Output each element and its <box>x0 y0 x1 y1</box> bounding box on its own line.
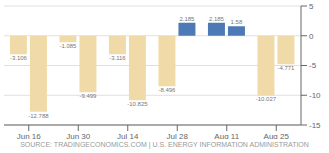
svg-text:1.58: 1.58 <box>231 19 243 25</box>
svg-text:-5: -5 <box>309 61 317 70</box>
svg-text:Jul 28: Jul 28 <box>167 132 189 139</box>
svg-text:2.185: 2.185 <box>209 16 225 22</box>
svg-text:-8.496: -8.496 <box>158 87 176 93</box>
svg-text:0: 0 <box>309 32 314 41</box>
svg-text:-4.771: -4.771 <box>277 65 295 71</box>
svg-text:Jun 30: Jun 30 <box>66 132 91 139</box>
svg-text:-9.499: -9.499 <box>79 93 97 99</box>
svg-text:-12.788: -12.788 <box>28 113 49 119</box>
svg-text:-10.027: -10.027 <box>256 96 277 102</box>
svg-text:-3.116: -3.116 <box>109 55 126 61</box>
svg-text:5: 5 <box>309 2 314 11</box>
svg-text:-3.106: -3.106 <box>10 55 28 61</box>
svg-text:2.185: 2.185 <box>179 16 195 22</box>
html-text:SOURCE: TRADINGECONOMICS.COM |: SOURCE: TRADINGECONOMICS.COM | U.S. ENER… <box>20 141 309 148</box>
svg-text:-1.085: -1.085 <box>59 43 77 49</box>
svg-text:Jul 14: Jul 14 <box>117 132 139 139</box>
svg-text:-15: -15 <box>309 121 321 130</box>
svg-text:-10: -10 <box>309 91 321 100</box>
svg-text:-10.825: -10.825 <box>127 101 148 107</box>
svg-text:Jun 16: Jun 16 <box>17 132 42 139</box>
svg-text:Aug 25: Aug 25 <box>264 132 290 139</box>
svg-text:Aug 11: Aug 11 <box>214 132 239 139</box>
